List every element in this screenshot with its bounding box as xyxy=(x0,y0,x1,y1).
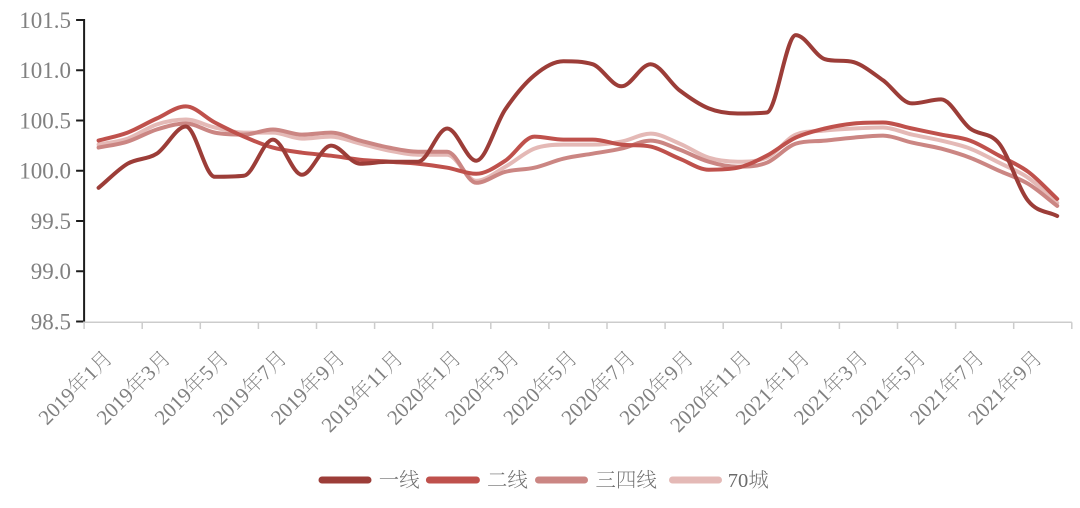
svg-text:99.0: 99.0 xyxy=(31,259,71,284)
svg-text:98.5: 98.5 xyxy=(31,309,71,334)
svg-text:100.5: 100.5 xyxy=(19,108,71,133)
svg-text:101.0: 101.0 xyxy=(19,58,71,83)
svg-text:100.0: 100.0 xyxy=(19,159,71,184)
svg-text:70: 70 xyxy=(728,470,749,492)
svg-text:99.5: 99.5 xyxy=(31,209,71,234)
svg-text:101.5: 101.5 xyxy=(19,8,71,33)
